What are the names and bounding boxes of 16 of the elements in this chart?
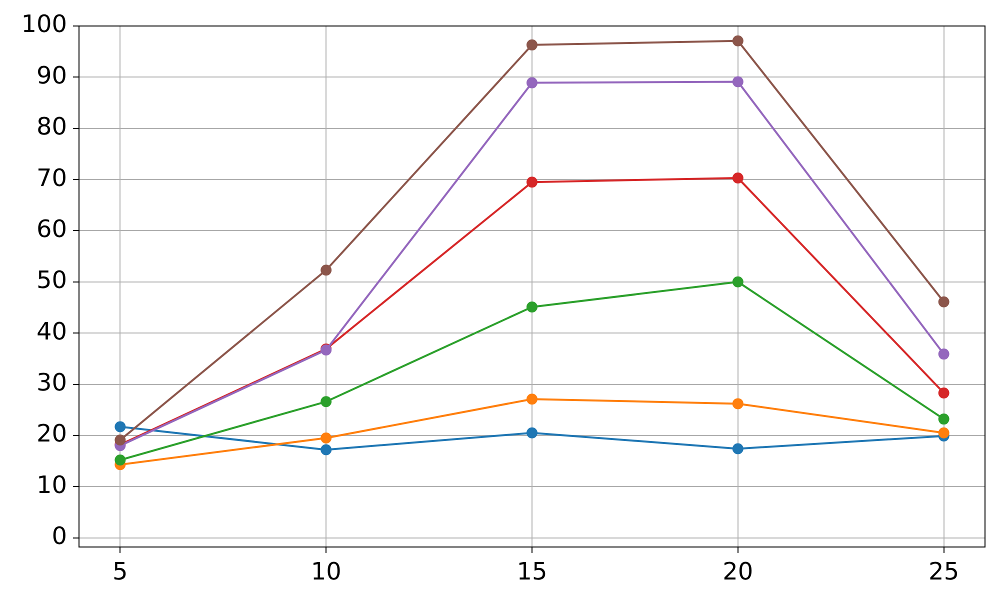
y-tick-label: 30 [36, 368, 67, 396]
y-tick-label: 60 [36, 214, 67, 243]
y-tick-label: 80 [36, 112, 67, 141]
x-tick-label: 5 [112, 558, 128, 586]
y-tick-label: 100 [21, 10, 67, 38]
y-tick-label: 50 [36, 266, 67, 294]
x-tick-label: 10 [310, 558, 342, 586]
y-tick-label: 40 [36, 317, 67, 346]
y-tick-label: 20 [36, 420, 67, 448]
y-tick-label: 10 [36, 470, 67, 499]
y-tick-label: 90 [36, 61, 67, 90]
y-tick-label: 0 [52, 522, 67, 550]
x-tick-label: 15 [516, 558, 548, 586]
y-tick-label: 70 [36, 164, 67, 192]
x-tick-label: 20 [722, 558, 754, 586]
x-tick-label: 25 [928, 558, 960, 586]
